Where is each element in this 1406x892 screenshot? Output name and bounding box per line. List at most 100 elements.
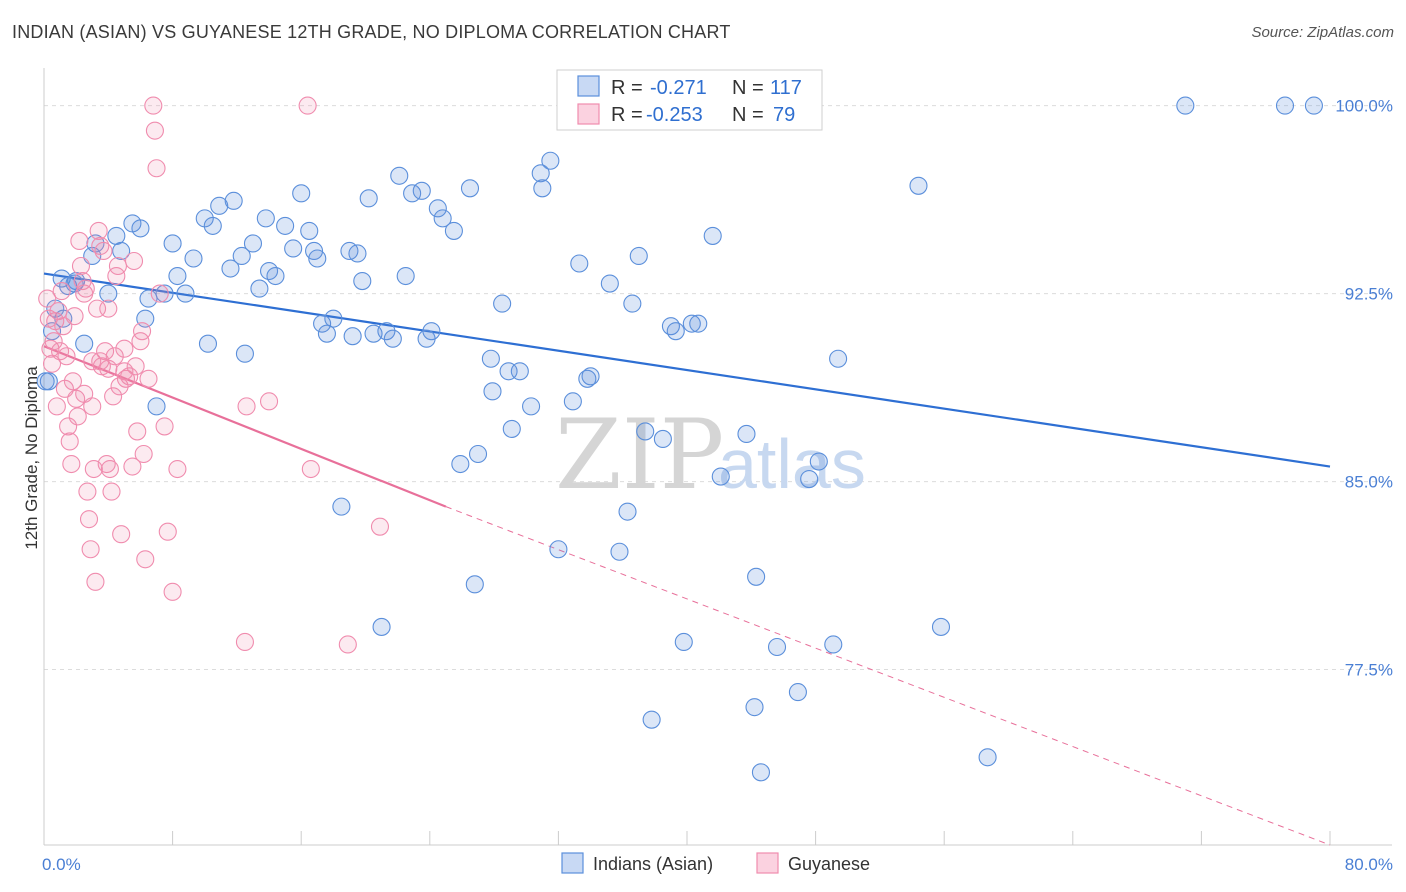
guyanese-point (155, 417, 174, 436)
tick-labels: 77.5% 85.0% 92.5% 100.0% 0.0% 80.0% (42, 97, 1393, 874)
indians-point (481, 349, 500, 368)
indians-point (147, 397, 166, 416)
guyanese-point (38, 289, 57, 308)
indians-point (1304, 96, 1323, 115)
guyanese-point (123, 457, 142, 476)
guyanese-trend-line-extrapolated (445, 506, 1331, 846)
indians-point (107, 226, 126, 245)
guyanese-point (39, 309, 58, 328)
indians-point (313, 314, 332, 333)
indians-point (359, 189, 378, 208)
indians-point (284, 239, 303, 258)
series-legend: Indians (Asian) Guyanese (561, 852, 870, 874)
indians-point (451, 454, 470, 474)
y-tick-label: 100.0% (1335, 97, 1393, 116)
guyanese-point (99, 359, 118, 378)
indians-point (661, 317, 680, 336)
indians-point (703, 226, 722, 245)
source-credit: Source: ZipAtlas.com (1251, 24, 1394, 41)
x-tick-label: 80.0% (1345, 855, 1393, 874)
guyanese-point (47, 397, 66, 416)
indians-point (292, 184, 311, 203)
indians-point (689, 314, 708, 333)
guyanese-point (70, 231, 89, 250)
indians-point (232, 246, 251, 266)
guyanese-point (134, 444, 153, 464)
guyanese-point (83, 352, 102, 371)
guyanese-point (168, 459, 187, 479)
indians-point (300, 221, 319, 240)
guyanese-point (94, 241, 113, 261)
guyanese-point (145, 121, 164, 140)
indians-point (332, 497, 351, 516)
trend-lines (43, 272, 1331, 846)
indians-point (131, 219, 150, 238)
indians-point (800, 470, 819, 489)
y-tick-label: 77.5% (1345, 661, 1393, 680)
indians-point (198, 334, 218, 353)
guyanese-point (120, 367, 139, 386)
bottom-legend-swatch-guyanese (756, 852, 779, 874)
bottom-legend-guyanese: Guyanese (788, 854, 870, 874)
guyanese-point (89, 221, 108, 240)
indians-point (1176, 96, 1195, 115)
guyanese-point (112, 525, 131, 544)
indians-point (112, 241, 131, 261)
indians-point (163, 234, 182, 253)
indians-point (75, 334, 94, 353)
guyanese-point (44, 332, 63, 351)
indians-point (396, 266, 415, 286)
guyanese-point (79, 510, 99, 529)
indians-point (266, 266, 285, 286)
guyanese-point (52, 282, 71, 301)
indians-point (235, 344, 254, 363)
legend-n-label-1: N = (732, 77, 764, 99)
indians-point (155, 284, 174, 303)
indians-point (978, 748, 997, 767)
guyanese-trend-line (43, 345, 447, 508)
indians-point (711, 467, 730, 486)
guyanese-point (100, 459, 119, 479)
guyanese-point (78, 482, 97, 501)
watermark: ZIP atlas (555, 399, 866, 511)
indians-point (618, 502, 637, 521)
indians-point (99, 284, 118, 303)
guyanese-point (75, 284, 94, 303)
guyanese-point (99, 299, 118, 318)
guyanese-point (60, 432, 79, 451)
indians-point (139, 289, 158, 308)
guyanese-point (97, 454, 116, 474)
indians-point (636, 422, 655, 441)
guyanese-point (338, 635, 357, 654)
y-tick-label: 92.5% (1345, 285, 1393, 304)
indians-point (390, 166, 409, 185)
guyanese-point (136, 550, 155, 569)
guyanese-point (150, 284, 169, 303)
indians-point (412, 181, 431, 200)
legend-r-label-1: R = (611, 77, 643, 99)
indians-point (460, 179, 480, 198)
indians-point (433, 209, 452, 228)
indians-point (737, 424, 756, 443)
indians-point (674, 632, 693, 652)
indians-point (483, 382, 502, 401)
guyanese-point (147, 159, 166, 178)
indians-point (610, 542, 629, 561)
indians-point (176, 284, 195, 303)
indians-point (788, 683, 807, 702)
indians-point (745, 698, 764, 717)
y-axis-label: 12th Grade, No Diploma (22, 366, 41, 550)
indians-point (629, 246, 648, 266)
guyanese-point (115, 339, 134, 358)
legend-n-label-2: N = (732, 104, 764, 126)
indians-point (600, 274, 619, 293)
indians-point (184, 249, 203, 268)
indians-point (642, 710, 661, 729)
indians-point (653, 429, 672, 449)
guyanese-point (128, 422, 147, 441)
guyanese-point (91, 236, 110, 256)
indians-point (444, 221, 463, 240)
guyanese-point (133, 322, 152, 341)
guyanese-point (237, 397, 256, 416)
